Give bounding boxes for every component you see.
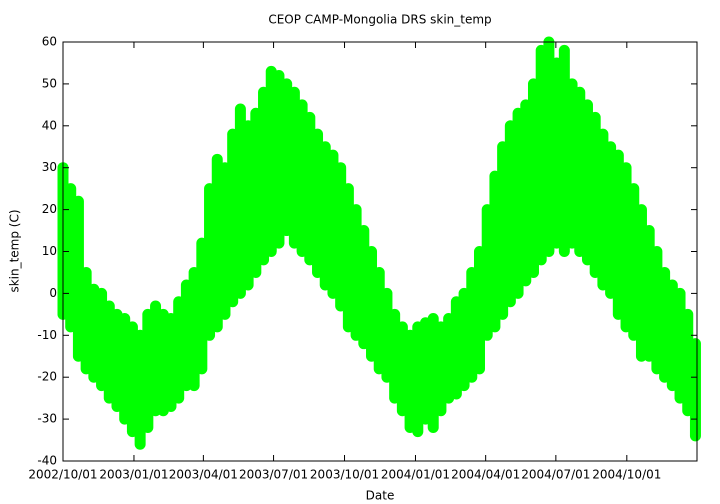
y-axis-label: skin_temp (C) bbox=[8, 209, 22, 292]
y-tick-label: 50 bbox=[42, 76, 57, 90]
x-tick-label: 2003/10/01 bbox=[310, 468, 379, 482]
x-tick-label: 2004/01/01 bbox=[381, 468, 450, 482]
chart-title: CEOP CAMP-Mongolia DRS skin_temp bbox=[268, 13, 491, 27]
y-tick-label: -40 bbox=[37, 454, 57, 468]
y-tick-label: 30 bbox=[42, 160, 57, 174]
x-tick-label: 2003/04/01 bbox=[169, 468, 238, 482]
x-axis-label: Date bbox=[366, 489, 395, 503]
y-tick-label: 60 bbox=[42, 35, 57, 49]
x-tick-label: 2004/04/01 bbox=[451, 468, 520, 482]
y-tick-label: 40 bbox=[42, 118, 57, 132]
x-tick-label: 2004/10/01 bbox=[592, 468, 661, 482]
y-tick-label: 0 bbox=[49, 286, 57, 300]
x-tick-label: 2003/01/01 bbox=[99, 468, 168, 482]
y-tick-label: 20 bbox=[42, 202, 57, 216]
x-tick-label: 2003/07/01 bbox=[239, 468, 308, 482]
x-tick-label: 2004/07/01 bbox=[521, 468, 590, 482]
x-tick-label: 2002/10/01 bbox=[28, 468, 97, 482]
y-tick-label: 10 bbox=[42, 244, 57, 258]
y-tick-label: -20 bbox=[37, 370, 57, 384]
plot-area bbox=[57, 36, 701, 450]
y-tick-label: -30 bbox=[37, 412, 57, 426]
y-tick-label: -10 bbox=[37, 328, 57, 342]
